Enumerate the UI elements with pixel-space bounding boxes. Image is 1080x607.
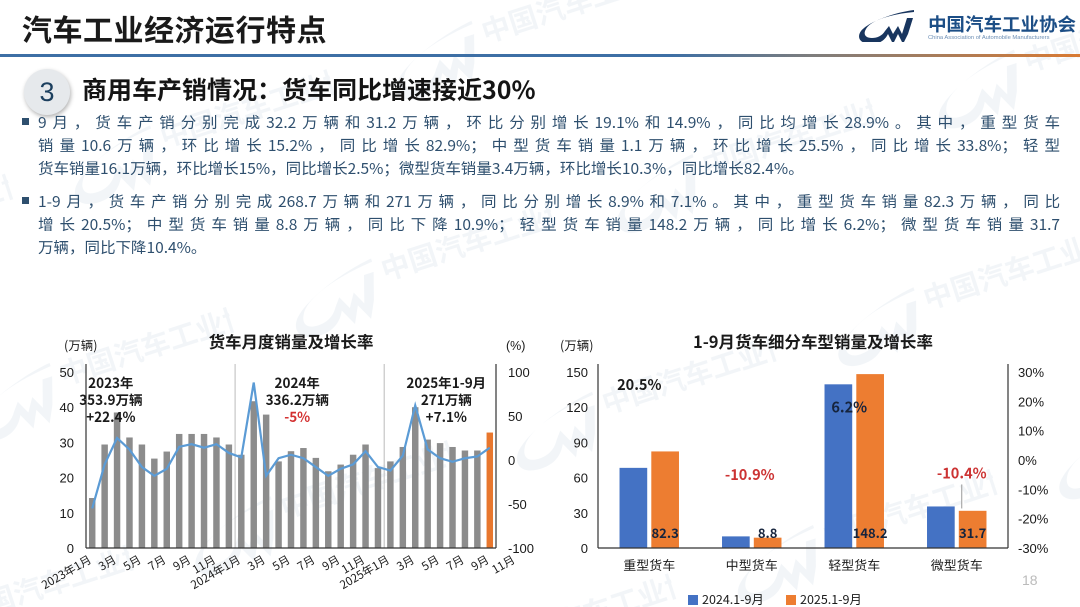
svg-text:40: 40 <box>60 400 74 415</box>
svg-text:20: 20 <box>60 471 74 486</box>
svg-text:中型货车: 中型货车 <box>726 555 778 574</box>
svg-text:(万辆): (万辆) <box>64 335 97 354</box>
svg-text:重型货车: 重型货车 <box>623 555 675 574</box>
svg-text:120: 120 <box>566 400 588 415</box>
svg-text:30: 30 <box>60 435 74 450</box>
svg-text:6.2%: 6.2% <box>831 396 867 417</box>
svg-text:20%: 20% <box>1018 394 1044 409</box>
svg-text:货车月度销量及增长率: 货车月度销量及增长率 <box>209 330 374 353</box>
svg-text:90: 90 <box>574 435 588 450</box>
svg-text:2025.1-9月: 2025.1-9月 <box>800 589 862 607</box>
svg-text:5月: 5月 <box>270 552 293 575</box>
svg-text:50: 50 <box>60 365 74 380</box>
svg-text:3月: 3月 <box>245 552 268 575</box>
svg-text:-20%: -20% <box>1018 512 1049 527</box>
svg-text:20.5%: 20.5% <box>617 374 661 395</box>
svg-text:7月: 7月 <box>294 552 317 575</box>
svg-text:-10%: -10% <box>1018 482 1049 497</box>
svg-text:中国汽车工业协会: 中国汽车工业协会 <box>476 0 673 52</box>
svg-text:5月: 5月 <box>120 552 143 575</box>
svg-text:150: 150 <box>566 365 588 380</box>
svg-text:1-9月货车细分车型销量及增长率: 1-9月货车细分车型销量及增长率 <box>693 330 933 353</box>
svg-text:30%: 30% <box>1018 365 1044 380</box>
svg-text:2024.1-9月: 2024.1-9月 <box>702 589 764 607</box>
svg-text:-10.9%: -10.9% <box>725 464 775 485</box>
svg-text:60: 60 <box>574 471 588 486</box>
svg-text:轻型货车: 轻型货车 <box>828 555 880 574</box>
svg-text:0%: 0% <box>1018 453 1037 468</box>
svg-text:8.8: 8.8 <box>758 523 778 542</box>
svg-text:148.2: 148.2 <box>853 523 888 542</box>
svg-text:中国汽车工业协会: 中国汽车工业协会 <box>928 11 1077 37</box>
svg-text:50: 50 <box>508 409 522 424</box>
svg-text:7月: 7月 <box>443 552 466 575</box>
svg-text:82.3: 82.3 <box>652 523 679 542</box>
svg-text:3月: 3月 <box>96 552 119 575</box>
svg-text:5月: 5月 <box>419 552 442 575</box>
svg-text:-10.4%: -10.4% <box>937 462 987 483</box>
svg-text:0: 0 <box>67 541 74 556</box>
svg-text:中国汽车工业协会: 中国汽车工业协会 <box>0 159 29 260</box>
svg-text:31.7: 31.7 <box>959 523 987 542</box>
svg-text:-5%: -5% <box>284 406 310 426</box>
svg-text:-50: -50 <box>508 497 527 512</box>
svg-text:China Association of Automobil: China Association of Automobile Manufact… <box>928 35 1050 41</box>
svg-text:(万辆): (万辆) <box>560 335 593 354</box>
svg-text:-30%: -30% <box>1018 541 1049 556</box>
svg-text:100: 100 <box>508 365 530 380</box>
svg-text:10%: 10% <box>1018 424 1044 439</box>
svg-text:10: 10 <box>60 506 74 521</box>
svg-text:0: 0 <box>581 541 588 556</box>
svg-text:30: 30 <box>574 506 588 521</box>
svg-text:2023年1月: 2023年1月 <box>39 552 95 593</box>
svg-text:微型货车: 微型货车 <box>931 555 983 574</box>
svg-text:+7.1%: +7.1% <box>426 406 467 426</box>
svg-text:-100: -100 <box>508 541 534 556</box>
svg-text:(%): (%) <box>506 339 525 353</box>
svg-text:3月: 3月 <box>394 552 417 575</box>
svg-text:7月: 7月 <box>145 552 168 575</box>
svg-text:+22.4%: +22.4% <box>86 406 135 426</box>
svg-text:0: 0 <box>508 453 515 468</box>
